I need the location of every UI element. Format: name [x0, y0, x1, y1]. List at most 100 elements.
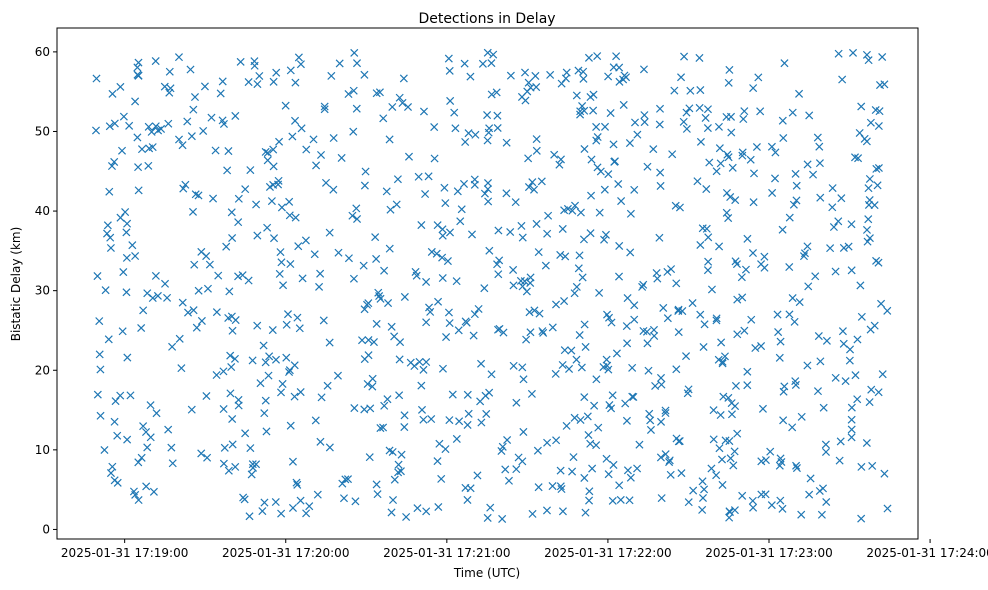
data-point — [767, 501, 776, 510]
data-point — [626, 473, 635, 482]
data-point — [703, 105, 712, 114]
data-point — [480, 284, 489, 293]
data-point — [748, 496, 757, 505]
data-point — [718, 480, 727, 489]
data-point — [467, 230, 477, 239]
data-point — [174, 135, 184, 144]
data-point — [414, 172, 423, 181]
data-point — [427, 247, 436, 256]
data-point — [595, 288, 604, 297]
data-point — [580, 144, 589, 154]
data-point — [343, 475, 353, 484]
data-point — [293, 480, 302, 489]
data-point — [483, 48, 492, 57]
data-point — [493, 260, 502, 269]
data-point — [463, 420, 472, 429]
data-point — [581, 342, 590, 351]
data-point — [518, 282, 527, 291]
data-point — [483, 136, 492, 145]
data-point — [640, 111, 649, 120]
data-point — [207, 113, 216, 122]
data-point — [424, 172, 433, 181]
data-point — [512, 465, 521, 474]
data-point — [494, 270, 503, 279]
data-point — [168, 459, 177, 468]
data-point — [555, 160, 564, 169]
data-point — [813, 133, 822, 142]
data-point — [333, 371, 342, 380]
data-point — [250, 61, 259, 70]
data-point — [666, 470, 675, 479]
data-point — [857, 102, 866, 111]
data-point — [661, 406, 670, 415]
data-point — [240, 495, 249, 504]
data-point — [296, 388, 305, 397]
data-point — [865, 174, 874, 183]
data-point — [656, 373, 666, 382]
data-point — [294, 53, 303, 62]
data-point — [105, 122, 114, 131]
data-point — [655, 104, 665, 113]
data-point — [874, 388, 883, 397]
data-point — [487, 90, 496, 99]
data-point — [682, 124, 691, 133]
data-point — [360, 181, 369, 190]
data-point — [433, 457, 442, 466]
data-point — [463, 495, 472, 504]
data-point — [245, 512, 254, 521]
data-point — [675, 203, 684, 212]
data-point — [483, 185, 492, 194]
data-point — [234, 272, 243, 281]
data-point — [231, 316, 240, 325]
data-point — [469, 331, 478, 340]
data-point — [464, 409, 473, 418]
data-point — [192, 323, 201, 332]
data-point — [512, 398, 521, 407]
data-point — [503, 435, 512, 445]
data-point — [790, 317, 799, 326]
data-point — [776, 454, 785, 463]
data-point — [609, 140, 618, 149]
data-point — [866, 325, 875, 334]
data-point — [792, 196, 801, 205]
data-point — [404, 152, 414, 161]
data-point — [791, 169, 800, 178]
data-point — [352, 59, 362, 68]
data-point — [440, 183, 449, 192]
data-point — [100, 445, 109, 455]
data-point — [248, 460, 257, 469]
data-point — [144, 161, 153, 170]
data-point — [219, 404, 228, 414]
data-point — [246, 444, 255, 453]
data-point — [399, 74, 408, 83]
data-point — [803, 242, 812, 251]
data-point — [579, 74, 588, 83]
data-point — [524, 154, 533, 163]
data-point — [360, 70, 369, 79]
data-point — [821, 440, 830, 449]
data-point — [372, 254, 381, 263]
data-point — [457, 205, 466, 214]
data-point — [874, 121, 883, 131]
data-point — [364, 336, 373, 345]
data-point — [625, 139, 634, 148]
data-point — [568, 206, 577, 215]
data-point — [525, 308, 534, 317]
data-point — [703, 266, 712, 275]
data-point — [650, 331, 659, 340]
data-point — [189, 105, 198, 114]
data-point — [815, 142, 824, 151]
data-point — [577, 363, 586, 372]
data-point — [227, 363, 236, 372]
data-point — [338, 479, 347, 488]
data-point — [396, 467, 405, 476]
data-point — [877, 299, 886, 308]
data-point — [93, 272, 102, 281]
data-point — [616, 495, 625, 504]
data-point — [837, 194, 846, 203]
data-point — [730, 506, 739, 515]
data-point — [851, 371, 860, 380]
data-point — [108, 89, 117, 98]
data-point — [665, 458, 674, 467]
data-point — [575, 331, 584, 340]
